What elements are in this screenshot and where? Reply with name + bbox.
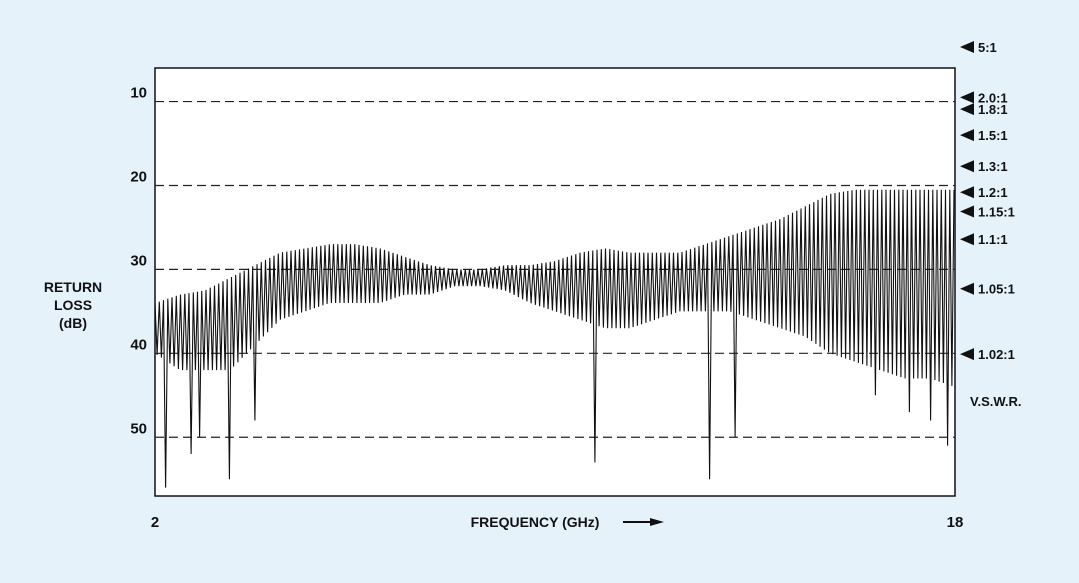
y-tick-label-50: 50	[130, 420, 147, 437]
vswr-label: 2.0:1	[978, 90, 1008, 105]
y-tick-label-20: 20	[130, 168, 147, 185]
vswr-marker-4: 1.3:1	[960, 159, 1008, 174]
vswr-marker-7: 1.1:1	[960, 232, 1008, 247]
y-tick-label-10: 10	[130, 85, 147, 102]
vswr-label: 1.15:1	[978, 205, 1015, 220]
y-axis-title-line-1: RETURN	[44, 279, 102, 295]
vswr-label: 1.3:1	[978, 159, 1008, 174]
vswr-label: 1.02:1	[978, 347, 1015, 362]
vswr-marker-1: 2.0:1	[960, 90, 1008, 105]
y-tick-label-30: 30	[130, 252, 147, 269]
triangle-left-icon	[960, 103, 974, 116]
vswr-marker-6: 1.15:1	[960, 205, 1015, 220]
vswr-label: 1.2:1	[978, 185, 1008, 200]
vswr-marker-2: 1.8:1	[960, 102, 1008, 117]
arrow-right-icon	[623, 518, 664, 526]
y-axis-title-line-2: LOSS	[54, 297, 92, 313]
triangle-left-icon	[960, 91, 974, 104]
vswr-label: 1.05:1	[978, 282, 1015, 297]
x-axis-title: FREQUENCY (GHz)	[471, 514, 600, 530]
x-tick-labels: 2 18	[151, 514, 964, 531]
vswr-label: 1.1:1	[978, 232, 1008, 247]
y-tick-labels: 10 20 30 40 50	[130, 85, 147, 438]
vswr-marker-9: 1.02:1	[960, 347, 1015, 362]
triangle-left-icon	[960, 129, 974, 142]
vswr-marker-3: 1.5:1	[960, 128, 1008, 143]
triangle-left-icon	[960, 205, 974, 218]
return-loss-trace	[154, 189, 955, 488]
vswr-axis-title: V.S.W.R.	[970, 394, 1022, 409]
triangle-left-icon	[960, 186, 974, 199]
vswr-marker-8: 1.05:1	[960, 282, 1015, 297]
vswr-marker-0: 5:1	[960, 40, 997, 55]
vswr-markers: 5:1 2.0:11.8:1 1.5:1 1.3:1 1.2:1 1.15:1 1.1:1 1…	[960, 40, 1015, 362]
triangle-left-icon	[960, 233, 974, 246]
vswr-label: 1.8:1	[978, 102, 1008, 117]
x-tick-label-18: 18	[947, 514, 964, 531]
triangle-left-icon	[960, 160, 974, 173]
triangle-left-icon	[960, 282, 974, 295]
vswr-label: 5:1	[978, 40, 997, 55]
x-tick-label-2: 2	[151, 514, 159, 531]
y-tick-label-40: 40	[130, 336, 147, 353]
series-group	[154, 189, 955, 488]
y-axis-title-line-3: (dB)	[59, 315, 87, 331]
vswr-marker-5: 1.2:1	[960, 185, 1008, 200]
triangle-left-icon	[960, 41, 974, 54]
triangle-left-icon	[960, 348, 974, 361]
vswr-label: 1.5:1	[978, 128, 1008, 143]
